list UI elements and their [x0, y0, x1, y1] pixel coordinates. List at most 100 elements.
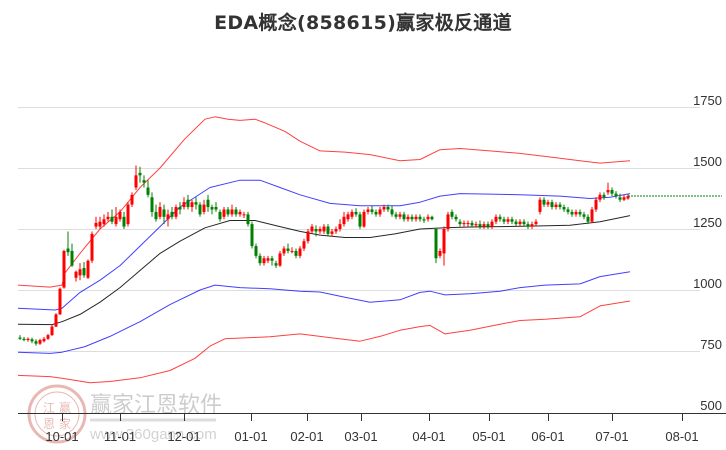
candle-body: [186, 199, 190, 208]
candle-body: [210, 207, 214, 210]
candle: [50, 324, 54, 336]
candle-body: [102, 219, 106, 225]
candle: [234, 207, 238, 217]
candle: [218, 209, 222, 222]
candle: [486, 221, 490, 229]
candle: [334, 226, 338, 234]
candle-body: [442, 229, 446, 254]
candle-body: [122, 216, 126, 227]
candle-body: [450, 211, 454, 217]
candle-body: [618, 197, 622, 200]
candle: [406, 214, 410, 222]
candle: [446, 211, 450, 232]
candle: [426, 214, 430, 222]
candle: [98, 216, 102, 229]
candle: [590, 207, 594, 223]
x-tick-label: 06-01: [531, 429, 564, 444]
candle: [38, 338, 42, 345]
y-tick-label: 1000: [693, 276, 722, 291]
candle: [382, 204, 386, 212]
candle: [554, 202, 558, 210]
candle-body: [242, 214, 246, 216]
candle: [118, 209, 122, 222]
candle: [390, 205, 394, 217]
candle: [318, 226, 322, 234]
candle-body: [298, 248, 302, 256]
candle: [494, 214, 498, 225]
candle: [422, 216, 426, 223]
candle: [518, 219, 522, 227]
candle: [18, 335, 22, 341]
candle-body: [378, 209, 382, 215]
candle: [82, 261, 86, 278]
candle: [606, 182, 610, 195]
band-inner_upper: [17, 179, 631, 311]
candle-body: [42, 338, 46, 342]
candle-body: [462, 222, 466, 225]
candle-body: [314, 229, 318, 232]
candle-body: [302, 241, 306, 249]
candle: [178, 202, 182, 215]
candle-body: [438, 250, 442, 256]
candle: [566, 207, 570, 215]
candle: [442, 226, 446, 266]
candle: [90, 231, 94, 264]
candle: [462, 220, 466, 227]
candle-body: [170, 211, 174, 217]
candle-body: [66, 248, 70, 253]
candle: [622, 194, 626, 201]
candle: [206, 194, 210, 212]
candle-body: [418, 216, 422, 220]
candle: [550, 199, 554, 210]
candle-body: [478, 224, 482, 227]
candle-body: [130, 194, 134, 205]
x-tick-label: 04-01: [412, 429, 445, 444]
candle: [338, 219, 342, 232]
candle-body: [386, 207, 390, 210]
y-tick-label: 1500: [693, 154, 722, 169]
candle: [506, 216, 510, 225]
candle: [470, 220, 474, 228]
candle: [302, 238, 306, 251]
candle-body: [226, 209, 230, 215]
candle: [262, 255, 266, 266]
candle-body: [162, 209, 166, 217]
candle: [198, 202, 202, 217]
candle: [254, 243, 258, 259]
candle-body: [370, 209, 374, 212]
candle-body: [554, 204, 558, 208]
candle: [314, 225, 318, 237]
candle-body: [586, 216, 590, 222]
x-tick-label: 01-01: [234, 429, 267, 444]
candle-body: [310, 226, 314, 232]
candle: [438, 248, 442, 259]
candle: [190, 199, 194, 212]
candle-body: [498, 216, 502, 220]
candle: [534, 219, 538, 227]
svg-text:恩: 恩: [43, 417, 55, 431]
candle: [514, 219, 518, 227]
candle: [22, 336, 26, 342]
candle: [342, 211, 346, 227]
candle: [106, 211, 110, 222]
candle-body: [526, 224, 530, 227]
x-tick-label: 02-01: [290, 429, 323, 444]
candle: [402, 211, 406, 222]
candle-body: [106, 216, 110, 220]
candle: [562, 204, 566, 212]
candle-body: [354, 211, 358, 215]
candle-body: [466, 222, 470, 225]
candle: [166, 209, 170, 227]
candle: [138, 166, 142, 183]
candle-body: [546, 202, 550, 205]
candle: [322, 224, 326, 234]
candle: [86, 259, 90, 280]
candle-body: [610, 189, 614, 194]
candle: [490, 219, 494, 229]
candle-body: [270, 258, 274, 261]
candle-body: [518, 221, 522, 225]
candle: [170, 207, 174, 220]
candle-body: [534, 221, 538, 225]
candle-body: [278, 253, 282, 266]
